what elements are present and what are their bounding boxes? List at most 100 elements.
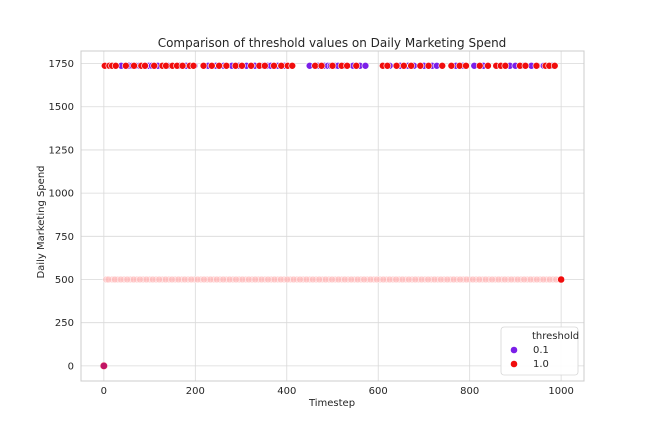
point-1.0-low	[520, 275, 528, 284]
point-1.0-low	[437, 275, 445, 284]
point-1.0-low	[213, 275, 221, 284]
point-1.0-low	[424, 275, 432, 284]
point-1.0-high	[231, 61, 240, 70]
point-1.0-low	[200, 275, 208, 284]
legend-label-0.1: 0.1	[533, 345, 549, 356]
point-1.0-high	[270, 61, 278, 70]
point-1.0-low	[136, 275, 144, 284]
point-1.0-high	[141, 61, 149, 70]
point-1.0-low	[411, 275, 419, 284]
point-1.0-low	[341, 275, 349, 284]
point-1.0-low	[392, 275, 400, 284]
point-1.0-low	[161, 275, 170, 284]
point-1.0-high	[455, 61, 464, 70]
point-1.0-high	[447, 61, 456, 70]
point-1.0-high	[207, 61, 216, 70]
point-1.0-high	[400, 61, 408, 70]
point-1.0-low	[194, 275, 202, 284]
point-1.0-high	[130, 61, 138, 70]
point-1.0-low	[354, 275, 362, 284]
point-1.0-high	[122, 61, 130, 70]
point-1.0-high	[311, 61, 319, 70]
point-1.0-low	[328, 275, 336, 284]
point-1.0-low	[226, 275, 234, 284]
point-1.0-high	[328, 61, 337, 70]
point-1.0-high	[247, 61, 255, 70]
x-tick-label: 0	[101, 386, 107, 397]
x-tick-label: 600	[369, 386, 388, 397]
point-1.0-low	[469, 275, 477, 284]
plot-frame	[80, 50, 585, 382]
point-1.0-high	[277, 61, 286, 70]
point-1.0-low	[373, 275, 381, 284]
point-1.0-low	[526, 275, 535, 284]
point-1.0-low	[507, 275, 515, 284]
point-1.0-low	[334, 275, 343, 284]
point-1.0-high	[222, 61, 231, 70]
y-tick-label: 750	[55, 232, 74, 243]
point-1.0-low	[117, 275, 125, 284]
point-1.0-low	[539, 275, 547, 284]
point-1.0-high	[438, 61, 447, 70]
point-1.0-high	[352, 61, 361, 70]
y-tick-label: 0	[68, 361, 74, 372]
point-1.0-low	[290, 275, 298, 284]
y-tick-label: 1500	[49, 102, 74, 113]
point-1.0-low	[219, 275, 227, 284]
point-1.0-low	[302, 275, 311, 284]
point-1.0-low	[129, 275, 138, 284]
point-0.1-high	[361, 61, 370, 70]
x-tick-label: 400	[277, 386, 296, 397]
point-1.0-high	[162, 61, 170, 70]
point-1.0-low	[450, 275, 458, 284]
point-1.0-origin	[100, 362, 108, 370]
point-1.0-low	[430, 275, 439, 284]
point-1.0-low	[277, 275, 285, 284]
y-tick-label: 1750	[49, 59, 74, 70]
point-1.0-high	[484, 61, 492, 70]
point-1.0-low	[398, 275, 407, 284]
point-1.0-low	[456, 275, 464, 284]
point-1.0-low	[251, 275, 259, 284]
point-1.0-high	[150, 61, 158, 70]
point-1.0-high	[501, 61, 510, 70]
point-1.0-low	[309, 275, 317, 284]
point-1.0-low	[155, 275, 163, 284]
point-1.0-low	[238, 275, 247, 284]
point-1.0-low	[296, 275, 304, 284]
point-1.0-low	[475, 275, 483, 284]
legend-box	[500, 326, 579, 376]
legend-title: threshold	[532, 331, 579, 342]
point-1.0-high	[424, 61, 433, 70]
point-1.0-high	[178, 61, 187, 70]
legend-label-1.0: 1.0	[533, 359, 549, 370]
x-tick-label: 1000	[548, 386, 573, 397]
point-1.0-high	[343, 61, 351, 70]
point-1.0-low	[270, 275, 279, 284]
point-1.0-high	[261, 61, 269, 70]
point-1.0-final	[557, 275, 566, 284]
point-1.0-high	[475, 61, 484, 70]
point-1.0-high	[189, 61, 198, 70]
point-1.0-high	[111, 61, 120, 70]
point-1.0-high	[199, 61, 208, 70]
x-axis-label: Timestep	[308, 398, 355, 409]
data-points	[99, 61, 566, 370]
point-1.0-low	[501, 275, 509, 284]
point-1.0-low	[514, 275, 522, 284]
x-tick-label: 200	[186, 386, 205, 397]
point-1.0-low	[386, 275, 394, 284]
point-1.0-low	[533, 275, 541, 284]
point-1.0-low	[104, 275, 113, 284]
point-1.0-low	[142, 275, 150, 284]
point-1.0-low	[187, 275, 195, 284]
point-1.0-low	[488, 275, 496, 284]
point-1.0-low	[379, 275, 387, 284]
point-1.0-low	[418, 275, 426, 284]
point-1.0-low	[206, 275, 215, 284]
point-1.0-low	[360, 275, 368, 284]
point-1.0-low	[245, 275, 253, 284]
point-1.0-low	[174, 275, 182, 284]
point-1.0-low	[322, 275, 330, 284]
